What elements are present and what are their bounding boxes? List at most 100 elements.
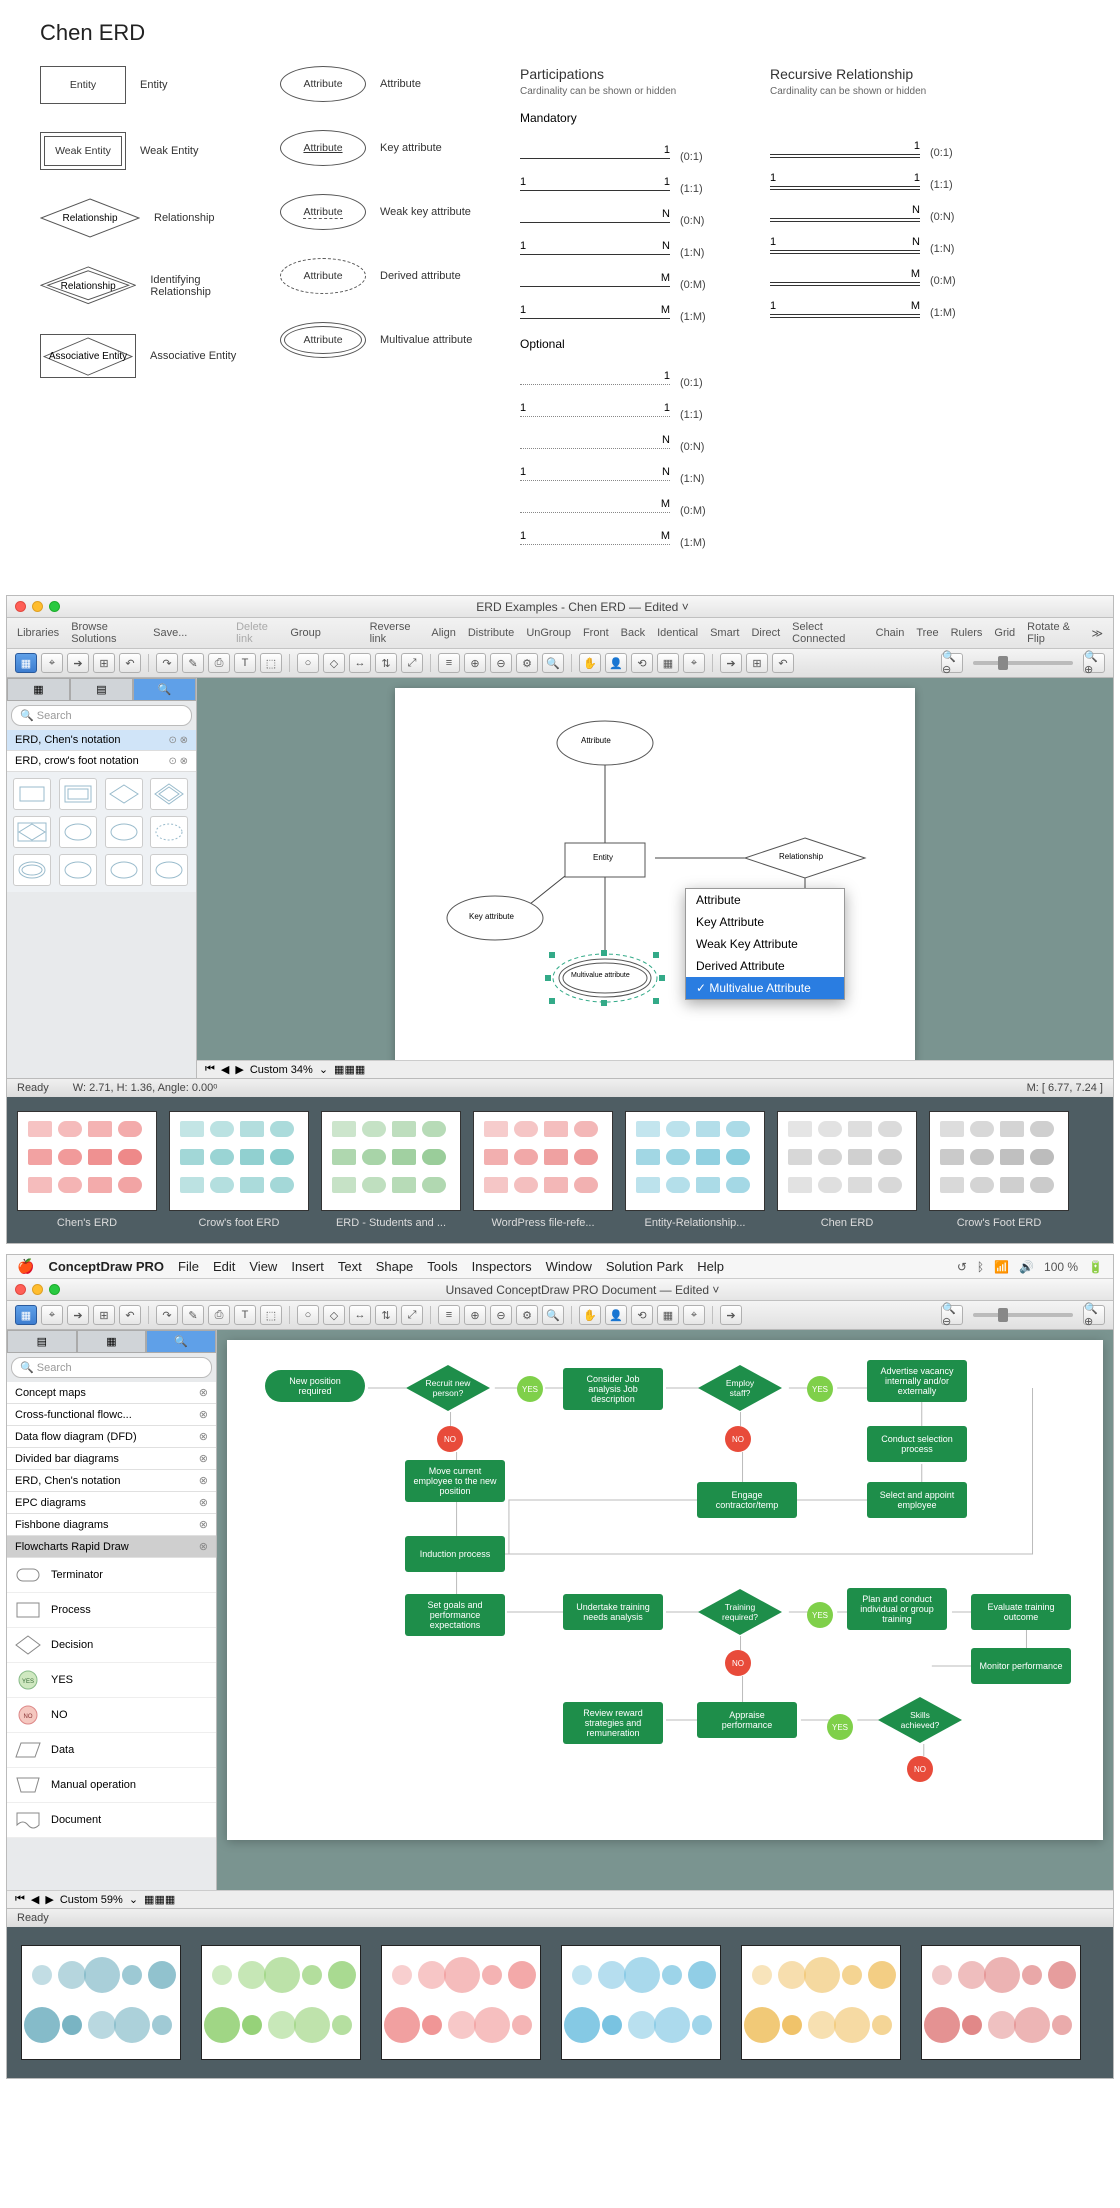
panel-tab-shapes[interactable]: ▦ (7, 678, 70, 701)
toolbar-button[interactable]: ▦ (657, 653, 679, 673)
example-thumbnail[interactable]: ERD - Students and ... (321, 1111, 461, 1229)
context-menu-item[interactable]: Attribute (686, 889, 844, 911)
library-list-row[interactable]: Cross-functional flowc...⊗ (7, 1404, 216, 1426)
toolbar-button[interactable]: ➔ (67, 1305, 89, 1325)
page-grid-icon[interactable]: ▦▦▦ (144, 1893, 175, 1906)
toolbar-button[interactable]: T (234, 1305, 256, 1325)
toolbar-button[interactable]: ⊞ (93, 1305, 115, 1325)
toolbar-button[interactable]: ⊞ (93, 653, 115, 673)
flowchart-canvas-area[interactable]: New position requiredRecruit new person?… (217, 1330, 1113, 1890)
toolbar-button[interactable]: ⟲ (631, 1305, 653, 1325)
toolbar-button[interactable]: ✎ (182, 653, 204, 673)
context-menu-item[interactable]: Weak Key Attribute (686, 933, 844, 955)
title-bar[interactable]: Unsaved ConceptDraw PRO Document — Edite… (7, 1279, 1113, 1301)
palette-shape[interactable] (105, 854, 143, 886)
example-thumbnail[interactable] (381, 1945, 541, 2060)
toolbar-button[interactable]: ⊞ (746, 653, 768, 673)
flowchart-node[interactable]: Evaluate training outcome (971, 1594, 1071, 1630)
library-close-icon[interactable]: ⊙ ⊗ (168, 756, 188, 767)
wifi-icon[interactable]: 📶 (994, 1260, 1009, 1274)
volume-icon[interactable]: 🔊 (1019, 1260, 1034, 1274)
library-list-row[interactable]: Fishbone diagrams⊗ (7, 1514, 216, 1536)
example-thumbnail[interactable] (561, 1945, 721, 2060)
mac-menu-item[interactable]: Help (697, 1259, 724, 1274)
mac-menu-item[interactable]: Insert (291, 1259, 324, 1274)
flowchart-node[interactable]: Training required? (697, 1588, 783, 1636)
toolbar-button[interactable]: ⚙ (516, 1305, 538, 1325)
palette-shape[interactable] (59, 854, 97, 886)
flowchart-node[interactable]: Review reward strategies and remuneratio… (563, 1702, 663, 1744)
mac-menu-item[interactable]: File (178, 1259, 199, 1274)
library-search-input[interactable]: 🔍 Search (11, 705, 192, 726)
menu-item[interactable]: Chain (876, 627, 905, 639)
toolbar-button[interactable]: ↷ (156, 1305, 178, 1325)
menu-item[interactable]: Grid (994, 627, 1015, 639)
toolbar-button[interactable]: ▦ (657, 1305, 679, 1325)
flowchart-node[interactable]: Employ staff? (697, 1364, 783, 1412)
library-list-row[interactable]: Concept maps⊗ (7, 1382, 216, 1404)
menu-item[interactable]: Select Connected (792, 621, 863, 645)
example-thumbnail[interactable] (21, 1945, 181, 2060)
flowchart-page[interactable]: New position requiredRecruit new person?… (227, 1340, 1103, 1840)
nav-first-button[interactable]: ⏮ (15, 1893, 25, 1906)
zoom-in-button[interactable]: 🔍⊕ (1083, 1305, 1105, 1325)
palette-shape[interactable] (150, 816, 188, 848)
shape-list-row[interactable]: Document (7, 1803, 216, 1838)
library-list-row[interactable]: Data flow diagram (DFD)⊗ (7, 1426, 216, 1448)
palette-shape[interactable] (13, 778, 51, 810)
shape-list-row[interactable]: Process (7, 1593, 216, 1628)
example-thumbnail[interactable] (201, 1945, 361, 2060)
mac-menu-item[interactable]: Edit (213, 1259, 235, 1274)
mac-menu-item[interactable]: Text (338, 1259, 362, 1274)
panel-tab-search[interactable]: 🔍 (133, 678, 196, 701)
library-close-icon[interactable]: ⊗ (199, 1518, 208, 1531)
library-close-icon[interactable]: ⊗ (199, 1540, 208, 1553)
menu-item[interactable]: Align (431, 627, 455, 639)
close-window-button[interactable] (15, 1284, 26, 1295)
menu-item[interactable]: Back (621, 627, 645, 639)
close-window-button[interactable] (15, 601, 26, 612)
toolbar-button[interactable]: ↔ (349, 653, 371, 673)
canvas-area[interactable]: Attribute Entity Key attribute Multivalu… (197, 678, 1113, 1078)
library-row[interactable]: ERD, crow's foot notation⊙ ⊗ (7, 751, 196, 772)
maximize-window-button[interactable] (49, 1284, 60, 1295)
context-menu-item[interactable]: Derived Attribute (686, 955, 844, 977)
toolbar-button[interactable]: 🔍 (542, 653, 564, 673)
history-icon[interactable]: ↺ (957, 1260, 967, 1274)
mac-menu-item[interactable]: View (249, 1259, 277, 1274)
flowchart-node[interactable]: Plan and conduct individual or group tra… (847, 1588, 947, 1630)
example-thumbnail[interactable]: Crow's Foot ERD (929, 1111, 1069, 1229)
flowchart-node[interactable]: Consider Job analysis Job description (563, 1368, 663, 1410)
toolbar-button[interactable]: ⟲ (631, 653, 653, 673)
flowchart-node[interactable]: NO (907, 1756, 933, 1782)
palette-shape[interactable] (105, 816, 143, 848)
minimize-window-button[interactable] (32, 601, 43, 612)
library-list-row[interactable]: EPC diagrams⊗ (7, 1492, 216, 1514)
shape-list-row[interactable]: Manual operation (7, 1768, 216, 1803)
library-row[interactable]: ERD, Chen's notation⊙ ⊗ (7, 730, 196, 751)
menu-item[interactable]: Identical (657, 627, 698, 639)
toolbar-button[interactable]: ➔ (720, 1305, 742, 1325)
shape-list-row[interactable]: Decision (7, 1628, 216, 1663)
toolbar-button[interactable]: 👤 (605, 1305, 627, 1325)
title-bar[interactable]: ERD Examples - Chen ERD — Edited ˅ (7, 596, 1113, 618)
nav-next-button[interactable]: ▶ (235, 1063, 243, 1076)
flowchart-node[interactable]: Set goals and performance expectations (405, 1594, 505, 1636)
toolbar-button[interactable]: ↔ (349, 1305, 371, 1325)
zoom-out-button[interactable]: 🔍⊖ (941, 653, 963, 673)
library-close-icon[interactable]: ⊗ (199, 1452, 208, 1465)
example-thumbnail[interactable]: Entity-Relationship... (625, 1111, 765, 1229)
menu-item[interactable]: Group (290, 627, 321, 639)
shape-list-row[interactable]: YESYES (7, 1663, 216, 1698)
example-thumbnail[interactable]: Crow's foot ERD (169, 1111, 309, 1229)
nav-prev-button[interactable]: ◀ (221, 1063, 229, 1076)
toolbar-button[interactable]: ↶ (119, 1305, 141, 1325)
nav-next-button[interactable]: ▶ (45, 1893, 53, 1906)
zoom-out-button[interactable]: 🔍⊖ (941, 1305, 963, 1325)
toolbar-button[interactable]: ↷ (156, 653, 178, 673)
palette-shape[interactable] (59, 816, 97, 848)
flowchart-node[interactable]: Skills achieved? (877, 1696, 963, 1744)
palette-shape[interactable] (13, 816, 51, 848)
example-thumbnail[interactable]: Chen's ERD (17, 1111, 157, 1229)
library-close-icon[interactable]: ⊗ (199, 1408, 208, 1421)
